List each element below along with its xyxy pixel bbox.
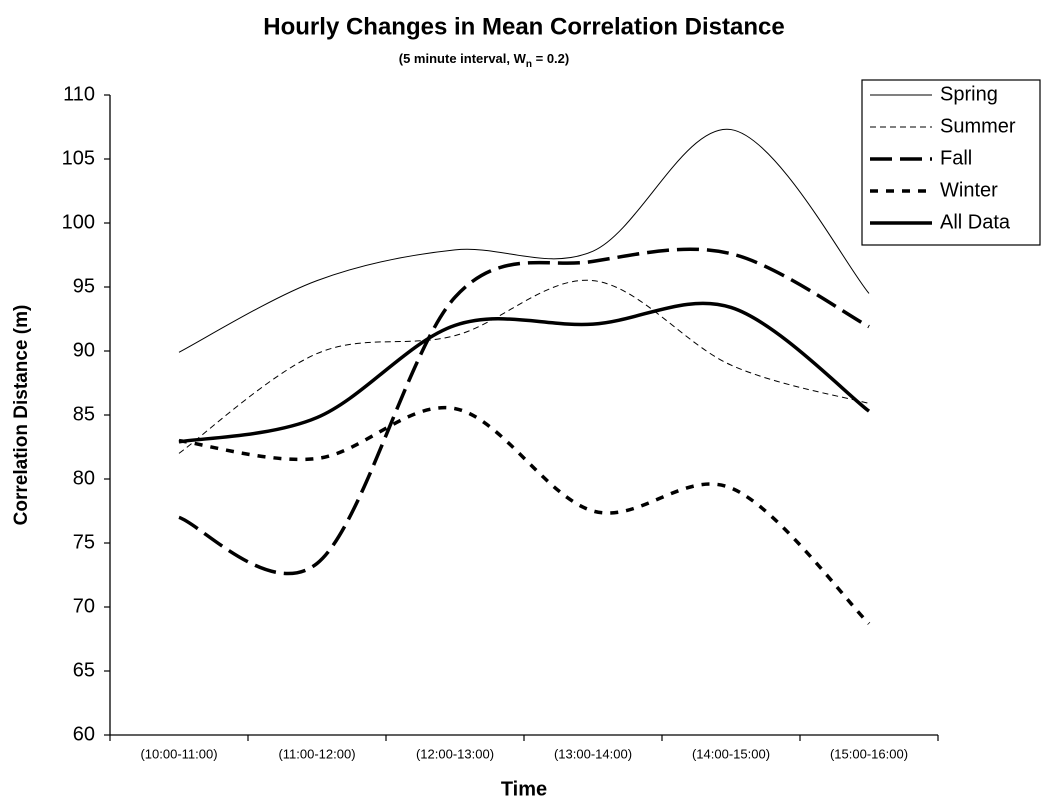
x-tick-label: (12:00-13:00)	[416, 746, 494, 761]
y-tick-label: 105	[62, 147, 95, 169]
y-tick-label: 100	[62, 211, 95, 233]
series-line	[178, 129, 870, 353]
y-tick-label: 90	[73, 339, 95, 361]
legend-box	[861, 79, 1041, 246]
y-tick-label: 85	[73, 403, 95, 425]
subtitle-subscript: n	[526, 59, 532, 70]
y-tick-label: 75	[73, 531, 95, 553]
x-axis-title: Time	[501, 778, 547, 800]
x-tick-label: (14:00-15:00)	[692, 746, 770, 761]
series-line	[178, 301, 871, 444]
chart-subtitle: (5 minute interval, Wn = 0.2)	[399, 51, 569, 69]
y-axis-title: Correlation Distance (m)	[11, 305, 32, 526]
x-tick-label: (11:00-12:00)	[278, 746, 355, 761]
legend-label: Spring	[940, 83, 998, 105]
legend-label: All Data	[940, 211, 1011, 233]
chart-title: Hourly Changes in Mean Correlation Dista…	[263, 13, 784, 40]
y-tick-label: 80	[73, 467, 95, 489]
y-tick-label: 65	[73, 659, 95, 681]
x-tick-label: (13:00-14:00)	[554, 746, 632, 761]
y-tick-label: 60	[73, 723, 95, 745]
y-tick-label: 70	[73, 595, 95, 617]
series-line	[178, 279, 870, 454]
y-tick-label: 95	[73, 275, 95, 297]
subtitle-text: = 0.2)	[532, 51, 569, 66]
legend-label: Fall	[940, 147, 972, 169]
legend-label: Winter	[940, 179, 998, 201]
y-tick-label: 110	[63, 83, 95, 105]
x-tick-label: (10:00-11:00)	[140, 746, 217, 761]
subtitle-text: (5 minute interval, W	[399, 51, 527, 66]
series-line	[178, 247, 870, 576]
legend-label: Summer	[940, 115, 1016, 137]
x-tick-label: (15:00-16:00)	[830, 746, 908, 761]
series-line	[178, 405, 871, 625]
